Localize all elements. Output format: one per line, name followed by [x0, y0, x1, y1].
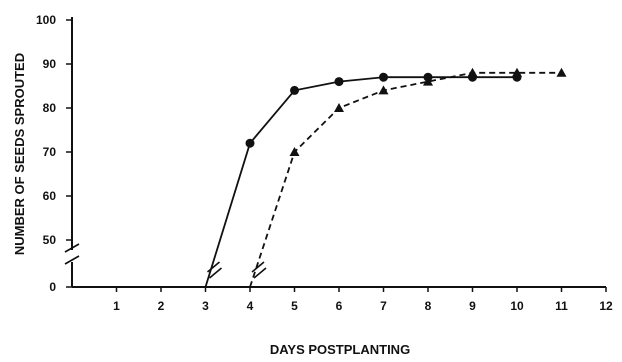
x-tick-label: 10: [510, 299, 524, 313]
series-1-point: [334, 77, 344, 87]
y-axis-break-mark: [64, 243, 80, 253]
series-1-break-mark: [206, 261, 221, 273]
series-1-point: [245, 138, 255, 148]
series-layer: [204, 67, 567, 288]
y-tick-label: 0: [49, 280, 56, 294]
series-2-break-mark: [251, 261, 265, 273]
x-tick-label: 2: [158, 299, 165, 313]
x-tick-label: 6: [336, 299, 343, 313]
series-1: [204, 72, 522, 288]
series-2-line: [249, 71, 562, 288]
x-tick-label: 4: [247, 299, 254, 313]
series-1-point: [379, 72, 388, 82]
series-2-point: [423, 76, 433, 86]
x-axis-ticks: 1 2 3 4 5 6 7 8 9 10 11 12: [113, 287, 613, 313]
series-2-point: [378, 85, 389, 95]
x-tick-label: 3: [202, 299, 209, 313]
axes: [64, 17, 606, 288]
series-1-break-mark: [208, 267, 223, 279]
series-2-point: [289, 147, 300, 156]
y-axis-title: NUMBER OF SEEDS SPROUTED: [12, 53, 27, 255]
series-2-point: [467, 67, 478, 77]
x-tick-label: 9: [469, 299, 476, 313]
y-tick-label: 60: [43, 189, 57, 203]
series-2-break-mark: [253, 267, 267, 279]
x-tick-label: 7: [380, 299, 387, 313]
x-tick-label: 12: [599, 299, 613, 313]
x-axis-title: DAYS POSTPLANTING: [270, 342, 410, 357]
x-tick-label: 8: [425, 299, 432, 313]
y-tick-label: 90: [43, 57, 57, 71]
y-tick-label: 100: [36, 13, 56, 27]
y-tick-label: 80: [43, 101, 57, 115]
y-tick-label: 50: [43, 233, 57, 247]
series-1-line: [204, 76, 517, 288]
series-1-point: [290, 85, 299, 95]
series-2-point: [334, 103, 344, 112]
y-tick-label: 70: [43, 145, 57, 159]
series-2: [249, 67, 567, 288]
x-tick-label: 1: [113, 299, 120, 313]
series-2-point: [556, 67, 567, 77]
series-2-point: [512, 67, 522, 77]
y-axis-ticks: 0 50 60 70 80 90 100: [36, 13, 72, 294]
x-tick-label: 11: [555, 299, 568, 313]
y-axis-break-mark: [64, 255, 80, 265]
x-tick-label: 5: [291, 299, 298, 313]
